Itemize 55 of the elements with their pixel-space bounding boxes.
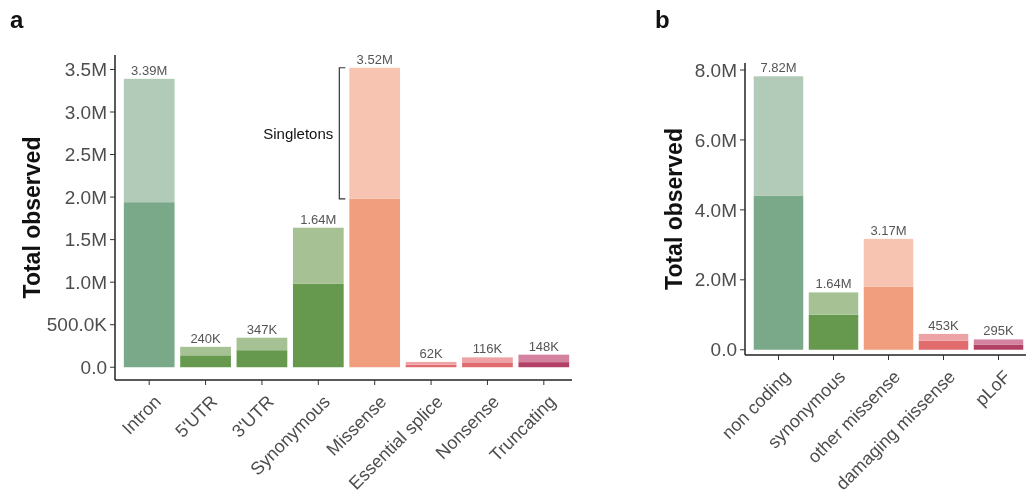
bar [863,238,914,287]
chart-title: b [655,6,670,33]
bar [349,198,401,368]
y-tick-label: 0.0 [80,356,107,378]
bar [753,195,804,350]
total-label: 453K [928,317,959,333]
bar [349,67,401,199]
y-tick-label: 500.0K [46,314,108,336]
bar [236,350,288,368]
bar [753,76,804,196]
bar [180,346,231,356]
bar [973,344,1024,350]
y-tick-label: 2.0M [64,186,107,208]
bar [918,340,969,350]
y-tick-label: 0.0 [710,339,737,361]
y-tick-label: 8.0M [694,59,737,81]
total-label: 3.39M [131,62,168,78]
chart-title: a [10,6,24,33]
bar [518,362,570,368]
y-tick-label: 3.5M [64,59,107,81]
total-label: 295K [983,323,1014,339]
bar [123,202,175,368]
bar [808,292,859,315]
total-label: 3.17M [870,222,907,238]
y-tick-label: 3.0M [64,101,107,123]
total-label: 116K [472,341,503,357]
bar [918,333,969,341]
bar [292,227,344,284]
bar [973,339,1024,345]
bar [180,355,231,368]
y-axis-title: Total observed [19,136,46,299]
y-axis-title: Total observed [661,128,688,290]
total-label: 62K [419,345,443,361]
bar [292,283,344,368]
y-tick-label: 1.5M [64,229,107,251]
y-tick-label: 1.0M [64,271,107,293]
total-label: 1.64M [300,211,337,227]
total-label: 148K [528,338,560,354]
bar [462,362,513,368]
total-label: 1.64M [815,276,852,292]
total-label: 3.52M [356,51,393,67]
total-label: 7.82M [760,60,797,76]
total-label: 347K [246,321,278,337]
bar [236,337,288,351]
total-label: 240K [190,330,222,346]
annotation: Singletons [263,124,334,142]
y-tick-label: 6.0M [694,129,737,151]
y-tick-label: 2.0M [694,269,737,291]
bar [518,354,570,363]
bar [863,286,914,350]
bar [123,78,175,203]
y-tick-label: 4.0M [694,199,737,221]
bar [808,314,859,350]
bar [462,357,513,363]
y-tick-label: 2.5M [64,144,107,166]
